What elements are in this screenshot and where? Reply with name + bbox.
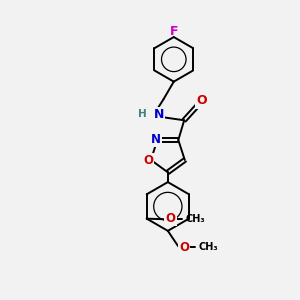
Text: F: F — [169, 25, 178, 38]
Text: N: N — [154, 108, 164, 121]
Text: O: O — [197, 94, 207, 107]
Text: CH₃: CH₃ — [198, 242, 218, 252]
Text: O: O — [143, 154, 153, 167]
Text: N: N — [151, 133, 161, 146]
Text: H: H — [138, 109, 146, 119]
Text: O: O — [166, 212, 176, 225]
Text: O: O — [179, 241, 189, 254]
Text: CH₃: CH₃ — [185, 214, 205, 224]
